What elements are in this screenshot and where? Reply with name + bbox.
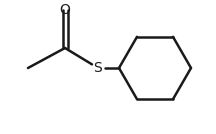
Text: O: O: [60, 3, 70, 17]
Text: S: S: [94, 61, 102, 75]
